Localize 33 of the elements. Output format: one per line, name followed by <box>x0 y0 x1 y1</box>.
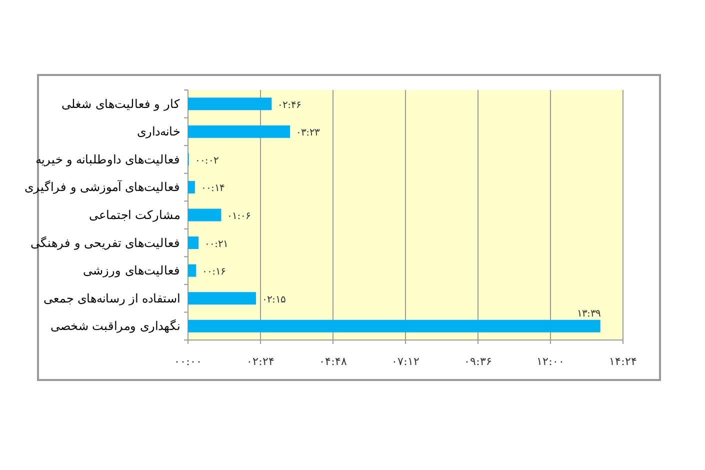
data-label: ۰۰:۲۱ <box>204 238 228 250</box>
x-tick-label: ۰۷:۱۲ <box>392 355 420 368</box>
data-label: ۰۰:۰۲ <box>194 155 218 166</box>
y-tick-label: فعالیت‌های تفریحی و فرهنگی <box>30 236 180 250</box>
y-tick-label: کار و فعالیت‌های شغلی <box>62 96 180 111</box>
data-label: ۱۳:۳۹ <box>576 308 600 320</box>
x-tick-label: ۰۰:۰۰ <box>174 355 202 368</box>
bar <box>188 180 195 194</box>
x-tick-label: ۰۴:۴۸ <box>319 355 347 368</box>
x-tick-label: ۱۴:۲۴ <box>609 355 637 368</box>
bar <box>188 236 199 250</box>
y-tick-label: مشارکت اجتماعی <box>89 208 180 222</box>
bar <box>188 208 222 222</box>
bar <box>188 125 290 138</box>
data-label: ۰۰:۱۶ <box>202 266 226 278</box>
bar <box>188 292 256 305</box>
y-tick-label: فعالیت‌های آموزشی و فراگیری <box>24 179 180 194</box>
x-tick-label: ۱۲:۰۰ <box>536 355 564 368</box>
y-tick-label: فعالیت‌های داوطلبانه و خیریه <box>36 152 180 166</box>
data-label: ۰۳:۲۳ <box>296 128 320 139</box>
bar <box>188 264 196 277</box>
x-tick-label: ۰۲:۲۴ <box>246 355 274 368</box>
data-label: ۰۲:۴۶ <box>278 100 302 111</box>
x-tick-label: ۰۹:۳۶ <box>464 355 492 368</box>
data-label: ۰۰:۱۴ <box>200 183 224 194</box>
data-label: ۰۲:۱۵ <box>262 294 286 306</box>
y-tick-label: استفاده از رسانه‌های جمعی <box>44 291 180 306</box>
bar <box>188 98 272 110</box>
y-tick-label: خانه‌داری <box>137 124 180 139</box>
y-tick-label: نگهداری ومراقبت شخصی <box>50 319 180 334</box>
bar <box>188 320 600 332</box>
y-tick-label: فعالیت‌های ورزشی <box>83 264 180 278</box>
data-label: ۰۱:۰۶ <box>227 211 251 222</box>
